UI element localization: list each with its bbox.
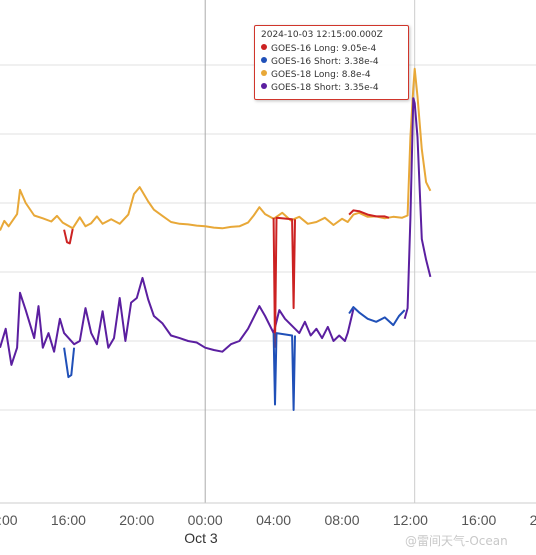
tooltip-series-name: GOES-16 Short (271, 57, 339, 67)
series-line-goes-18-long (0, 67, 432, 231)
tooltip-row-goes18-short: GOES-18 Short: 3.35e-4 (261, 82, 402, 95)
x-tick-label: 04:00 (256, 512, 291, 528)
tooltip-series-value: 9.05e-4 (341, 44, 377, 54)
series-line-goes-16-long (272, 216, 296, 348)
tooltip-series-value: 3.35e-4 (344, 83, 379, 93)
series-line-goes-16-short (348, 306, 406, 327)
series-dot-icon (261, 83, 267, 89)
series-dot-icon (261, 44, 267, 50)
tooltip-series-value: 8.8e-4 (341, 70, 371, 80)
x-tick-label: 16:00 (461, 512, 496, 528)
series-line-goes-16-short (272, 332, 296, 411)
series-line-goes-18-short (0, 276, 355, 366)
tooltip-row-goes18-long: GOES-18 Long: 8.8e-4 (261, 69, 402, 82)
series-line-goes-16-long (63, 228, 74, 245)
tooltip-time: 2024-10-03 12:15:00.000Z (261, 30, 383, 40)
series-dot-icon (261, 57, 267, 63)
tooltip-series-value: 3.38e-4 (344, 57, 379, 67)
x-tick-label: 12:00 (393, 512, 428, 528)
x-tick-label: 12:00 (0, 512, 18, 528)
tooltip-row-goes16-long: GOES-16 Long: 9.05e-4 (261, 43, 402, 56)
hover-tooltip: 2024-10-03 12:15:00.000Z GOES-16 Long: 9… (254, 25, 409, 100)
series-line-goes-16-short (63, 347, 76, 379)
series-dot-icon (261, 70, 267, 76)
tooltip-row-goes16-short: GOES-16 Short: 3.38e-4 (261, 56, 402, 69)
series-lines (0, 67, 432, 411)
x-axis-ticks: 12:00 16:00 20:00 00:00 04:00 08:00 12:00 16:00… (0, 512, 536, 528)
horizontal-gridlines (0, 64, 536, 411)
x-tick-label: 16:00 (51, 512, 86, 528)
vertical-gridlines (204, 0, 416, 503)
x-tick-label: 20:00 (119, 512, 154, 528)
tooltip-series-name: GOES-16 Long (271, 44, 336, 54)
watermark: @雷间天气-Ocean (405, 534, 508, 548)
x-tick-label: 20:00 (530, 512, 536, 528)
x-tick-label: 08:00 (324, 512, 359, 528)
tooltip-series-name: GOES-18 Short (271, 83, 339, 93)
series-line-goes-18-short (403, 97, 432, 320)
series-line-goes-16-long (348, 209, 390, 219)
date-label: Oct 3 (184, 530, 218, 546)
tooltip-series-name: GOES-18 Long (271, 70, 336, 80)
x-tick-label: 00:00 (188, 512, 223, 528)
